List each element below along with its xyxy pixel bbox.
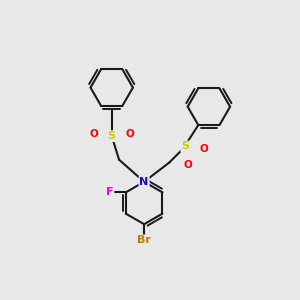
Text: O: O <box>183 160 192 170</box>
Text: O: O <box>126 129 134 139</box>
Text: N: N <box>140 177 149 187</box>
Text: S: S <box>181 142 189 152</box>
Text: S: S <box>108 131 116 141</box>
Text: Br: Br <box>137 236 151 245</box>
Text: O: O <box>89 129 98 139</box>
Text: O: O <box>199 144 208 154</box>
Text: F: F <box>106 188 113 197</box>
